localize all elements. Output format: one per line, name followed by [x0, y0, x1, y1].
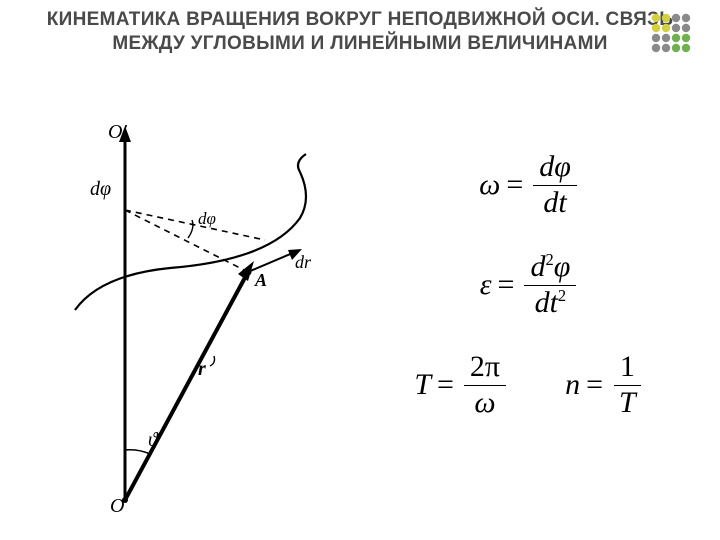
formula-epsilon: ε= d2φ dt2 [380, 250, 680, 320]
label-theta: ϑ [148, 429, 159, 451]
label-dphi-angle: dφ [198, 209, 216, 228]
dot-grid-logo [648, 10, 704, 66]
rotation-diagram: O′ O dφ A r dφ dr ϑ [70, 120, 350, 520]
label-dphi-axis: dφ [90, 178, 111, 200]
label-r: r [198, 358, 206, 380]
label-dr: dr [295, 252, 312, 272]
label-A: A [254, 270, 267, 290]
formula-block: ω= dφ dt ε= d2φ dt2 T= 2π ω n= 1 [380, 150, 680, 420]
label-Oprime: O′ [108, 121, 127, 143]
formula-period: T= 2π ω [414, 350, 510, 420]
slide-title: КИНЕМАТИКА ВРАЩЕНИЯ ВОКРУГ НЕПОДВИЖНОЙ О… [0, 0, 720, 56]
formula-freq: n= 1 T [565, 350, 646, 420]
label-O: O [110, 495, 124, 517]
formula-omega: ω= dφ dt [380, 150, 680, 220]
